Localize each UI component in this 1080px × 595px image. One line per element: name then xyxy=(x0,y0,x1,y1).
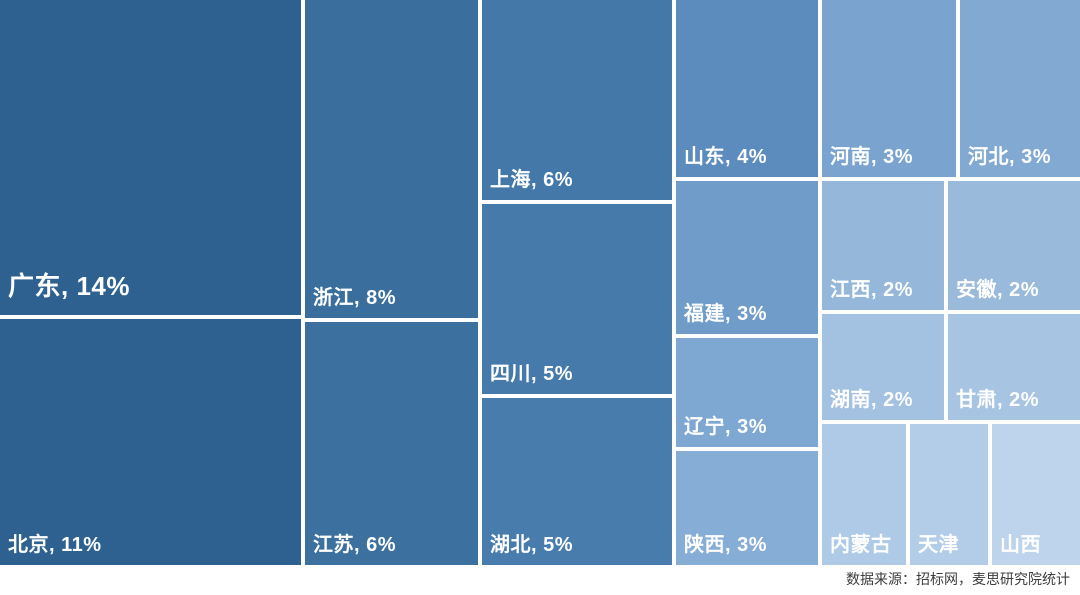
data-source-note: 数据来源：招标网，麦思研究院统计 xyxy=(846,571,1070,587)
treemap-cell-label: 河南, 3% xyxy=(830,146,914,168)
treemap-cell-hubei: 湖北, 5% xyxy=(482,398,672,565)
treemap-cell-label: 湖南, 2% xyxy=(830,389,914,411)
treemap-cell-label: 上海, 6% xyxy=(490,169,574,191)
treemap-cell-label: 山东, 4% xyxy=(684,146,768,168)
treemap-cell-beijing: 北京, 11% xyxy=(0,319,301,565)
treemap-cell-label: 天津 xyxy=(918,534,959,556)
treemap-cell-sichuan: 四川, 5% xyxy=(482,204,672,394)
treemap-cell-label: 江苏, 6% xyxy=(313,534,397,556)
treemap-cell-shanghai: 上海, 6% xyxy=(482,0,672,200)
treemap-cell-label: 北京, 11% xyxy=(8,534,102,556)
treemap-cell-label: 辽宁, 3% xyxy=(684,416,768,438)
treemap-cell-label: 福建, 3% xyxy=(684,303,768,325)
treemap-cell-neimenggu: 内蒙古 xyxy=(822,424,906,565)
treemap-cell-hebei: 河北, 3% xyxy=(960,0,1080,177)
treemap-cell-hunan: 湖南, 2% xyxy=(822,314,944,420)
treemap-cell-label: 陕西, 3% xyxy=(684,534,768,556)
treemap-cell-label: 四川, 5% xyxy=(490,363,574,385)
treemap-cell-tianjin: 天津 xyxy=(910,424,988,565)
treemap-cell-label: 内蒙古 xyxy=(830,534,892,556)
treemap-cell-label: 河北, 3% xyxy=(968,146,1052,168)
treemap-cell-jiangsu: 江苏, 6% xyxy=(305,322,478,565)
treemap-cell-gansu: 甘肃, 2% xyxy=(948,314,1080,420)
treemap-cell-zhejiang: 浙江, 8% xyxy=(305,0,478,318)
treemap-cell-label: 广东, 14% xyxy=(8,271,130,301)
treemap-cell-shandong: 山东, 4% xyxy=(676,0,818,177)
treemap-cell-label: 浙江, 8% xyxy=(313,287,397,309)
treemap-cell-label: 安徽, 2% xyxy=(956,279,1040,301)
treemap-cell-label: 江西, 2% xyxy=(830,279,914,301)
treemap-cell-liaoning: 辽宁, 3% xyxy=(676,338,818,447)
treemap-cell-label: 山西 xyxy=(1000,534,1041,556)
treemap-cell-jiangxi: 江西, 2% xyxy=(822,181,944,310)
treemap-cell-label: 湖北, 5% xyxy=(490,534,574,556)
treemap: 广东, 14% 北京, 11% 浙江, 8% 江苏, 6% 上海, 6% 四川, 5% 湖北… xyxy=(0,0,1080,565)
treemap-cell-guangdong: 广东, 14% xyxy=(0,0,301,315)
treemap-cell-label: 甘肃, 2% xyxy=(956,389,1040,411)
treemap-cell-anhui: 安徽, 2% xyxy=(948,181,1080,310)
treemap-cell-shaanxi: 陕西, 3% xyxy=(676,451,818,565)
treemap-cell-fujian: 福建, 3% xyxy=(676,181,818,334)
treemap-cell-shanxi: 山西 xyxy=(992,424,1080,565)
treemap-cell-henan: 河南, 3% xyxy=(822,0,956,177)
